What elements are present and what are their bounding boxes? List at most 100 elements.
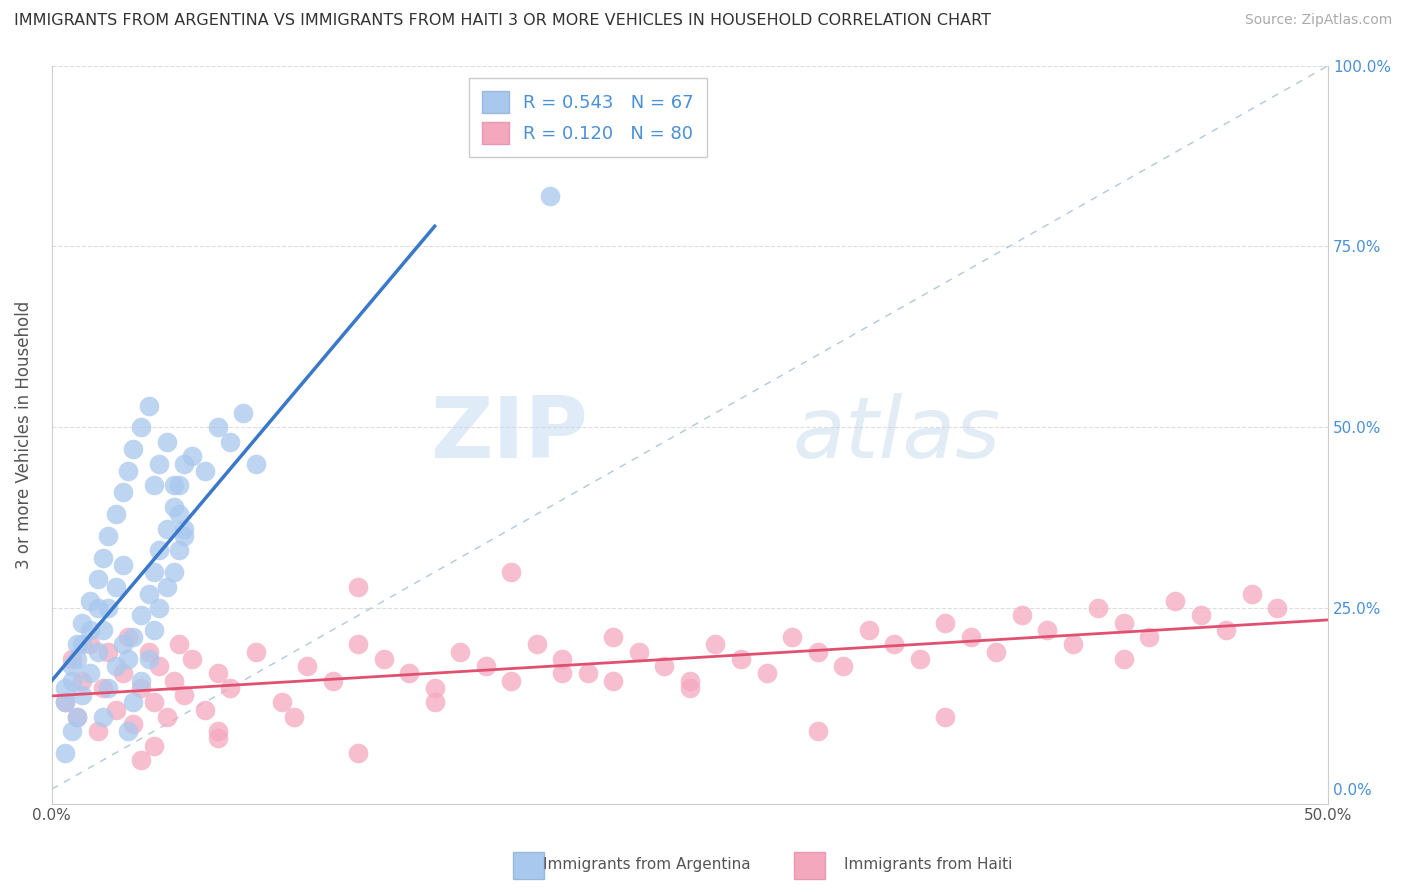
Point [138,645,160,659]
Point [142,695,165,709]
Point [79,623,101,637]
Point [142,739,165,753]
Point [423,681,446,695]
Point [148,601,170,615]
Point [138,587,160,601]
Point [129,681,152,695]
Point [112,637,135,651]
Point [142,565,165,579]
Point [1062,637,1084,651]
Point [138,399,160,413]
Point [72,688,94,702]
Point [97,645,120,659]
Point [173,688,195,702]
Point [142,623,165,637]
Point [934,615,956,630]
Point [806,645,828,659]
Point [449,645,471,659]
Point [60,652,83,666]
Point [148,543,170,558]
Text: ZIP: ZIP [430,393,588,476]
Point [538,189,561,203]
Point [832,659,855,673]
Point [602,673,624,688]
Point [1215,623,1237,637]
Point [959,630,981,644]
Point [526,637,548,651]
Point [53,695,76,709]
Point [883,637,905,651]
Point [104,659,127,673]
Point [627,645,650,659]
Point [858,623,880,637]
Point [104,507,127,521]
Point [79,637,101,651]
Point [1139,630,1161,644]
Point [129,420,152,434]
Point [347,580,370,594]
Point [156,580,179,594]
Point [91,681,114,695]
Point [60,659,83,673]
Point [129,753,152,767]
Point [1112,652,1135,666]
Point [169,543,191,558]
Point [169,637,191,651]
Point [679,673,702,688]
Point [129,608,152,623]
Point [780,630,803,644]
Point [373,652,395,666]
Point [86,724,108,739]
Point [97,529,120,543]
Point [117,652,139,666]
Point [86,645,108,659]
Point [117,630,139,644]
Text: atlas: atlas [792,393,1000,476]
Text: IMMIGRANTS FROM ARGENTINA VS IMMIGRANTS FROM HAITI 3 OR MORE VEHICLES IN HOUSEHO: IMMIGRANTS FROM ARGENTINA VS IMMIGRANTS … [14,13,991,29]
Point [1164,594,1187,608]
Point [156,522,179,536]
Point [104,702,127,716]
Point [72,673,94,688]
Point [730,652,752,666]
Point [181,652,204,666]
Point [551,652,574,666]
Point [181,450,204,464]
Point [245,457,267,471]
Point [53,681,76,695]
Point [1011,608,1033,623]
Point [207,724,229,739]
Point [283,710,305,724]
Point [169,478,191,492]
Point [173,457,195,471]
Point [173,522,195,536]
Point [129,673,152,688]
Point [755,666,778,681]
Point [295,659,318,673]
Point [156,434,179,449]
Point [194,702,217,716]
Y-axis label: 3 or more Vehicles in Household: 3 or more Vehicles in Household [15,301,32,569]
Point [232,406,254,420]
Point [219,434,242,449]
Point [576,666,599,681]
Point [1240,587,1263,601]
Point [347,746,370,760]
Point [704,637,727,651]
Point [679,681,702,695]
Point [72,615,94,630]
Point [1265,601,1288,615]
Point [173,529,195,543]
Point [122,695,145,709]
Point [423,695,446,709]
Point [53,746,76,760]
Bar [513,852,544,879]
Point [86,601,108,615]
Point [66,637,89,651]
Point [1189,608,1212,623]
Point [122,442,145,456]
Point [104,580,127,594]
Point [501,673,523,688]
Point [207,666,229,681]
Point [122,717,145,731]
